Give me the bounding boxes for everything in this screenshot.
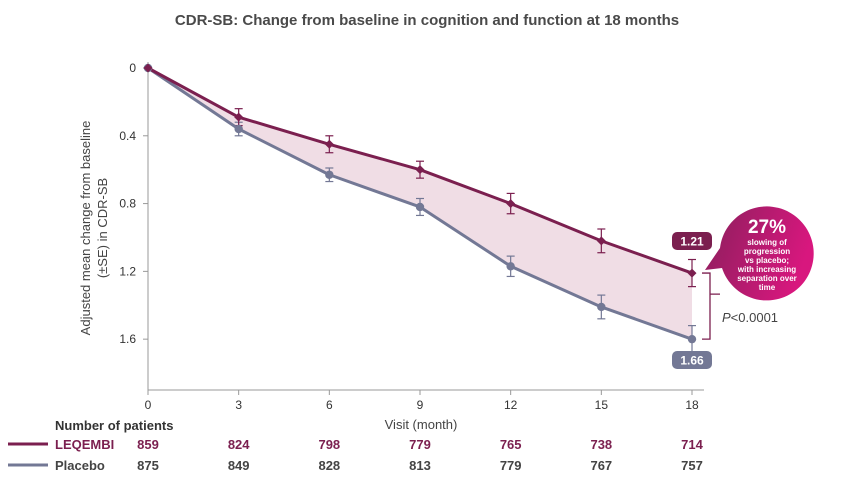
leqembi-patient-count: 824 xyxy=(228,437,250,452)
callout-line-5: separation over xyxy=(737,274,797,283)
x-tick-label: 9 xyxy=(417,398,424,412)
leqembi-patient-count: 738 xyxy=(590,437,612,452)
x-tick-label: 12 xyxy=(504,398,518,412)
leqembi-data-point xyxy=(324,139,334,149)
placebo-patient-count: 757 xyxy=(681,458,703,473)
placebo-data-point xyxy=(325,170,334,179)
y-axis-label: Adjusted mean change from baseline (±SE)… xyxy=(78,121,110,336)
chart-title: CDR-SB: Change from baseline in cognitio… xyxy=(175,12,679,29)
y-tick-label: 1.2 xyxy=(119,264,136,278)
leqembi-data-point xyxy=(596,236,606,246)
placebo-patient-count: 828 xyxy=(318,458,340,473)
callout-line-2: progression xyxy=(744,247,790,256)
placebo-end-label: 1.66 xyxy=(672,351,712,369)
y-ticks: 0 0.4 0.8 1.2 1.6 xyxy=(119,61,148,346)
placebo-patient-count: 779 xyxy=(500,458,522,473)
placebo-patient-count: 849 xyxy=(228,458,250,473)
placebo-patient-count: 875 xyxy=(137,458,159,473)
placebo-data-point xyxy=(597,302,606,312)
leqembi-end-label-text: 1.21 xyxy=(680,235,704,249)
callout-shape xyxy=(705,206,814,301)
leqembi-patient-count: 779 xyxy=(409,437,431,452)
patients-counts: 859 824 798 779 765 738 714 875 849 828 813 779 767 7… xyxy=(137,437,703,473)
leqembi-data-point xyxy=(415,165,425,175)
leqembi-end-label: 1.21 xyxy=(672,232,712,250)
callout-percent: 27% xyxy=(748,217,786,238)
x-tick-label: 18 xyxy=(685,398,699,412)
callout-line-3: vs placebo; xyxy=(745,256,789,265)
leqembi-data-point xyxy=(143,63,153,73)
p-value-p: P xyxy=(722,310,731,325)
y-axis-label-line-1: Adjusted mean change from baseline xyxy=(78,121,93,336)
leqembi-patient-count: 859 xyxy=(137,437,159,452)
x-axis-label: Visit (month) xyxy=(385,417,458,432)
x-tick-label: 0 xyxy=(145,398,152,412)
x-tick-label: 3 xyxy=(235,398,242,412)
leqembi-patient-count: 765 xyxy=(500,437,522,452)
placebo-data-point xyxy=(415,202,425,212)
p-value-label: P<0.0001 xyxy=(722,310,778,325)
leqembi-data-point xyxy=(687,268,697,278)
placebo-data-point xyxy=(506,262,515,271)
leqembi-patient-count: 798 xyxy=(318,437,340,452)
leqembi-patient-count: 714 xyxy=(681,437,703,452)
legend-placebo: Placebo xyxy=(8,458,105,473)
placebo-end-label-text: 1.66 xyxy=(680,354,704,368)
placebo-end-label-box xyxy=(672,351,712,369)
difference-bracket xyxy=(702,272,720,340)
placebo-data-point xyxy=(234,124,243,134)
x-ticks: 0 3 6 9 12 15 18 xyxy=(145,390,699,412)
leqembi-data-point xyxy=(234,112,244,122)
y-axis-label-line-2: (±SE) in CDR-SB xyxy=(95,178,110,278)
patients-header: Number of patients xyxy=(55,418,173,433)
legend-placebo-label: Placebo xyxy=(55,458,105,473)
y-tick-label: 0 xyxy=(129,61,136,75)
p-value-rest: <0.0001 xyxy=(731,310,778,325)
callout-line-6: time xyxy=(759,283,776,292)
y-tick-label: 1.6 xyxy=(119,332,136,346)
y-tick-label: 0.8 xyxy=(119,197,136,211)
callout-bubble: 27% slowing of progression vs placebo; w… xyxy=(705,206,814,301)
legend-leqembi-label: LEQEMBI xyxy=(55,437,114,452)
placebo-patient-count: 767 xyxy=(590,458,612,473)
y-tick-label: 0.4 xyxy=(119,129,136,143)
legend-leqembi: LEQEMBI xyxy=(8,437,114,452)
placebo-data-point xyxy=(687,334,697,344)
placebo-patient-count: 813 xyxy=(409,458,431,473)
leqembi-data-point xyxy=(506,199,516,209)
callout-line-4: with increasing xyxy=(737,265,796,274)
leqembi-end-label-box xyxy=(672,232,712,250)
x-tick-label: 15 xyxy=(595,398,609,412)
callout-line-1: slowing of xyxy=(747,238,787,247)
series-markers xyxy=(143,63,697,344)
callout-text-lines: slowing of progression vs placebo; with … xyxy=(737,238,797,292)
x-tick-label: 6 xyxy=(326,398,333,412)
